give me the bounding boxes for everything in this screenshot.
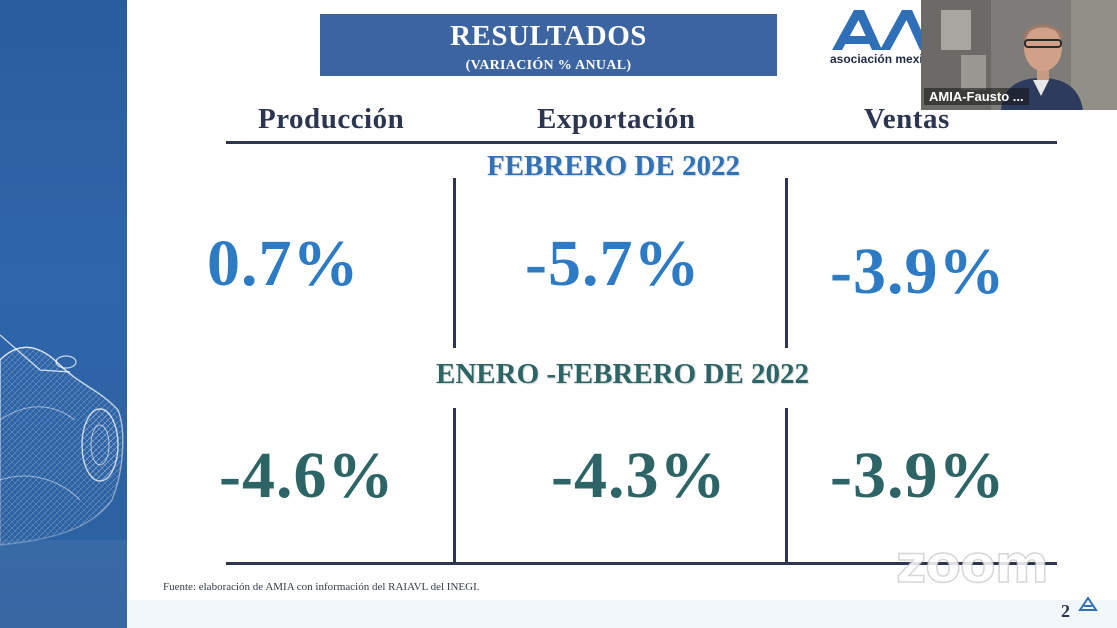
value-ventas-febrero: -3.9% bbox=[830, 235, 1006, 308]
logo-text: asociación mexicana bbox=[830, 52, 922, 66]
column-divider-2-bottom bbox=[785, 408, 788, 564]
amia-logo: asociación mexicana bbox=[830, 8, 922, 70]
column-divider-1-top bbox=[453, 178, 456, 348]
column-divider-1-bottom bbox=[453, 408, 456, 564]
amia-small-logo-icon bbox=[1078, 596, 1098, 611]
column-header-exportacion: Exportación bbox=[537, 103, 696, 135]
section-title-enero-febrero: ENERO -FEBRERO DE 2022 bbox=[436, 358, 810, 390]
slide-subtitle: (VARIACIÓN % ANUAL) bbox=[465, 58, 632, 73]
bottom-divider bbox=[226, 562, 1057, 565]
header-divider bbox=[226, 141, 1057, 144]
section-title-febrero: FEBRERO DE 2022 bbox=[487, 150, 740, 182]
slide-footnote: Fuente: elaboración de AMIA con informac… bbox=[163, 581, 480, 593]
wireframe-car-icon bbox=[0, 334, 127, 628]
slide-title: RESULTADOS bbox=[450, 20, 647, 52]
value-produccion-febrero: 0.7% bbox=[207, 227, 360, 300]
value-exportacion-febrero: -5.7% bbox=[525, 227, 701, 300]
participant-video-tile[interactable]: AMIA-Fausto ... bbox=[921, 0, 1117, 110]
slide-title-box: RESULTADOS (VARIACIÓN % ANUAL) bbox=[320, 14, 777, 76]
column-header-produccion: Producción bbox=[258, 103, 405, 135]
column-header-ventas: Ventas bbox=[864, 103, 950, 135]
column-divider-2-top bbox=[785, 178, 788, 348]
slide-bottom-band bbox=[127, 600, 1117, 628]
value-exportacion-enero-febrero: -4.3% bbox=[551, 439, 727, 512]
value-ventas-enero-febrero: -3.9% bbox=[830, 439, 1006, 512]
zoom-watermark: zoom bbox=[895, 534, 1049, 596]
slide-page-number: 2 bbox=[1061, 601, 1070, 621]
slide-left-decoration bbox=[0, 0, 127, 628]
amia-logo-icon bbox=[832, 10, 922, 50]
value-produccion-enero-febrero: -4.6% bbox=[219, 439, 395, 512]
participant-name-label: AMIA-Fausto ... bbox=[924, 88, 1029, 105]
